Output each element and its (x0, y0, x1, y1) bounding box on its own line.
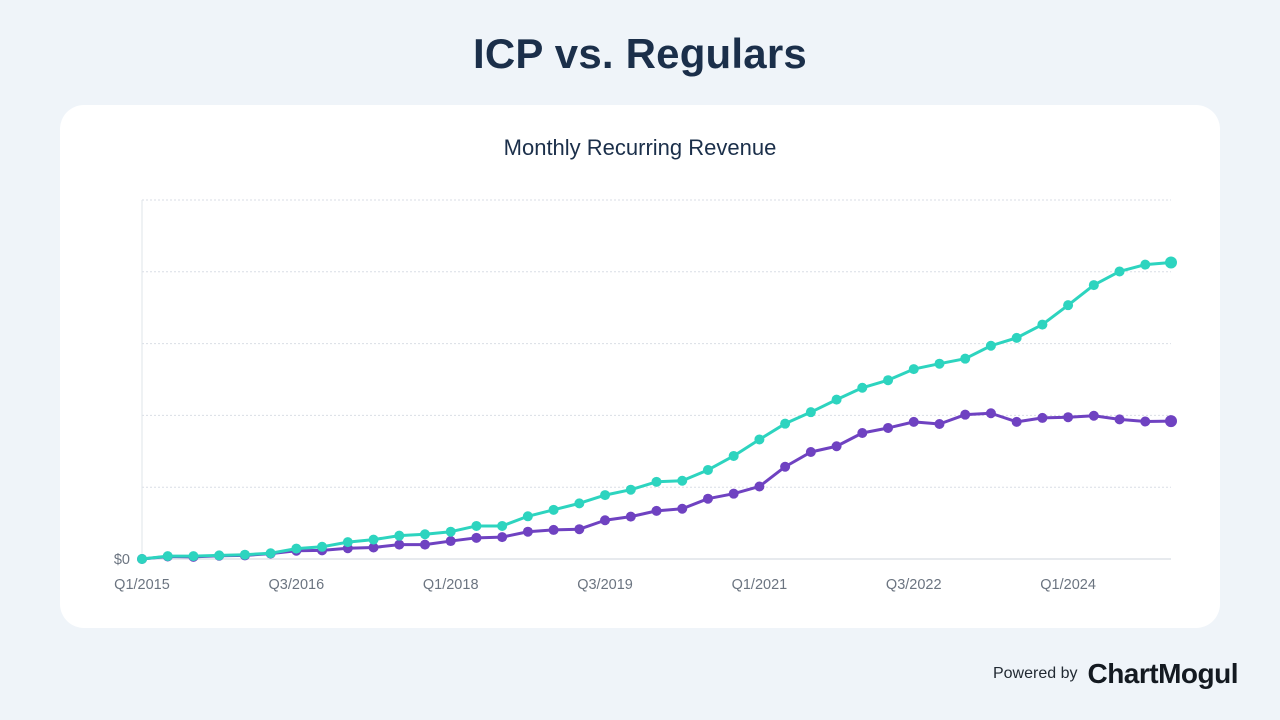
x-tick-label: Q3/2019 (577, 577, 633, 593)
data-point-regulars[interactable] (831, 441, 842, 452)
data-point-icp[interactable] (1114, 266, 1125, 277)
x-tick-label: Q1/2015 (114, 577, 170, 593)
data-point-regulars[interactable] (960, 409, 971, 420)
data-point-regulars[interactable] (497, 532, 508, 543)
data-point-icp[interactable] (239, 549, 250, 560)
data-point-icp[interactable] (445, 526, 456, 537)
data-point-icp[interactable] (1063, 300, 1074, 311)
data-point-icp[interactable] (394, 530, 405, 541)
grid-layer (142, 199, 1171, 488)
data-point-icp[interactable] (471, 520, 482, 531)
data-point-regulars[interactable] (805, 447, 816, 458)
data-point-icp[interactable] (342, 537, 353, 548)
data-point-regulars[interactable] (625, 511, 636, 522)
data-point-icp[interactable] (574, 498, 585, 509)
chart-title: Monthly Recurring Revenue (504, 135, 777, 160)
data-point-icp[interactable] (317, 541, 328, 552)
data-point-regulars[interactable] (985, 408, 996, 419)
data-point-regulars[interactable] (548, 524, 559, 535)
series-icp (137, 256, 1177, 564)
data-point-regulars[interactable] (934, 419, 945, 430)
data-point-icp[interactable] (677, 475, 688, 486)
data-point-icp[interactable] (831, 394, 842, 405)
data-point-regulars[interactable] (728, 488, 739, 499)
data-point-icp[interactable] (214, 550, 225, 561)
data-point-icp[interactable] (960, 353, 971, 364)
data-point-regulars[interactable] (1011, 416, 1022, 427)
data-point-icp[interactable] (522, 511, 533, 522)
x-tick-label: Q1/2021 (732, 577, 788, 593)
data-point-icp[interactable] (1037, 319, 1048, 330)
data-point-regulars[interactable] (419, 539, 430, 550)
data-point-icp[interactable] (702, 464, 713, 475)
x-tick-label: Q3/2016 (269, 577, 325, 593)
data-point-regulars[interactable] (1140, 416, 1151, 427)
data-point-regulars[interactable] (883, 422, 894, 433)
data-point-icp[interactable] (934, 358, 945, 369)
data-point-regulars[interactable] (857, 427, 868, 438)
data-point-icp[interactable] (780, 418, 791, 429)
series-layer (137, 256, 1177, 564)
data-point-icp[interactable] (883, 375, 894, 386)
data-point-regulars[interactable] (394, 539, 405, 550)
data-point-regulars[interactable] (651, 505, 662, 516)
data-point-regulars[interactable] (1063, 412, 1074, 423)
x-tick-label: Q3/2022 (886, 577, 942, 593)
mrr-line-chart: Monthly Recurring Revenue $0 Q1/2015 Q3/20… (114, 135, 1177, 593)
data-point-regulars[interactable] (522, 526, 533, 537)
data-point-regulars[interactable] (368, 542, 379, 553)
data-point-icp[interactable] (754, 434, 765, 445)
data-point-regulars[interactable] (702, 493, 713, 504)
data-point-icp[interactable] (908, 364, 919, 375)
data-point-icp[interactable] (188, 551, 199, 562)
y-tick-label: $0 (114, 552, 130, 568)
x-tick-label: Q1/2024 (1040, 577, 1096, 593)
chartmogul-logo[interactable]: ChartMogul (1087, 658, 1238, 689)
x-tick-label: Q1/2018 (423, 577, 479, 593)
powered-by-label: Powered by (992, 665, 1078, 682)
data-point-icp[interactable] (651, 476, 662, 487)
data-point-icp[interactable] (600, 490, 611, 501)
data-point-icp[interactable] (1140, 259, 1151, 270)
data-point-regulars[interactable] (754, 481, 765, 492)
data-point-regulars[interactable] (600, 515, 611, 526)
data-point-icp[interactable] (805, 407, 816, 418)
data-point-regulars[interactable] (1088, 410, 1099, 421)
data-point-icp[interactable] (162, 551, 173, 562)
data-point-icp[interactable] (497, 520, 508, 531)
footer: Powered by ChartMogul (992, 658, 1239, 690)
data-point-icp[interactable] (728, 450, 739, 461)
data-point-regulars[interactable] (1165, 415, 1177, 428)
chart-card: Monthly Recurring Revenue $0 Q1/2015 Q3/20… (60, 105, 1220, 628)
data-point-icp[interactable] (548, 504, 559, 515)
data-point-regulars[interactable] (908, 416, 919, 427)
data-point-regulars[interactable] (1114, 414, 1125, 425)
data-point-regulars[interactable] (780, 461, 791, 472)
data-point-regulars[interactable] (574, 524, 585, 535)
data-point-icp[interactable] (368, 534, 379, 545)
axis-layer: $0 Q1/2015 Q3/2016 Q1/2018 Q3/2019 Q1/2021 Q3/… (114, 200, 1171, 593)
data-point-icp[interactable] (985, 340, 996, 351)
data-point-icp[interactable] (857, 382, 868, 393)
data-point-icp[interactable] (265, 548, 276, 559)
data-point-icp[interactable] (1088, 280, 1099, 291)
data-point-regulars[interactable] (1037, 412, 1048, 423)
data-point-regulars[interactable] (471, 532, 482, 543)
data-point-icp[interactable] (291, 543, 302, 554)
page-title: ICP vs. Regulars (473, 30, 807, 77)
data-point-icp[interactable] (137, 554, 147, 564)
data-point-icp[interactable] (625, 484, 636, 495)
data-point-regulars[interactable] (445, 536, 456, 547)
data-point-regulars[interactable] (677, 503, 688, 514)
data-point-icp[interactable] (1011, 332, 1022, 343)
data-point-icp[interactable] (1165, 256, 1177, 269)
data-point-icp[interactable] (419, 529, 430, 540)
